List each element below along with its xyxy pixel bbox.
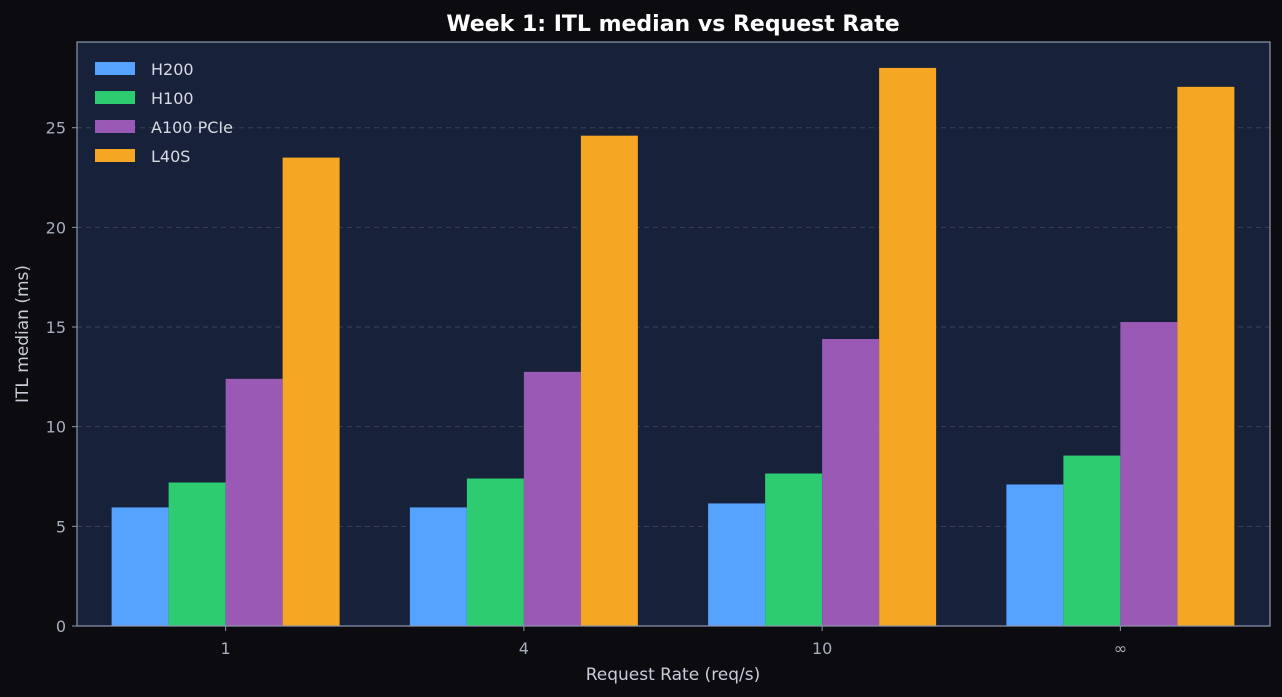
y-tick-label: 10	[46, 418, 66, 437]
x-axis-ticks: 1 4 10 ∞	[221, 626, 1127, 658]
bar-a100-pcie	[1120, 322, 1178, 626]
y-tick-label: 0	[56, 617, 66, 636]
bar-h200	[708, 503, 766, 626]
y-tick-label: 20	[46, 218, 66, 237]
bar-h100	[466, 478, 524, 626]
x-tick-label: 10	[812, 639, 832, 658]
bar-l40s	[879, 67, 937, 627]
legend-swatch	[95, 62, 135, 75]
plot-frame	[76, 41, 1271, 627]
legend: H200 H100 A100 PCIe L40S	[95, 60, 233, 166]
legend-label: L40S	[151, 147, 190, 166]
bar-a100-pcie	[822, 338, 880, 626]
y-tick-label: 25	[46, 119, 66, 138]
x-tick-label: 1	[221, 639, 231, 658]
bar-h100	[168, 482, 226, 626]
x-tick-label: ∞	[1114, 639, 1127, 658]
bar-h200	[409, 507, 467, 626]
y-axis-ticks: 0 5 10 15 20 25	[46, 119, 77, 636]
legend-label: H100	[151, 89, 194, 108]
bar-l40s	[1177, 86, 1235, 626]
legend-swatch	[95, 120, 135, 133]
y-tick-label: 15	[46, 318, 66, 337]
chart-title: Week 1: ITL median vs Request Rate	[446, 12, 899, 37]
legend-label: H200	[151, 60, 194, 79]
bar-a100-pcie	[225, 378, 283, 626]
bar-a100-pcie	[523, 371, 581, 626]
x-tick-label: 4	[519, 639, 529, 658]
bar-l40s	[580, 135, 638, 626]
bars-group	[111, 67, 1235, 627]
legend-label: A100 PCIe	[151, 118, 233, 137]
bar-l40s	[282, 157, 340, 626]
bar-h100	[765, 473, 823, 626]
legend-swatch	[95, 91, 135, 104]
bar-h200	[111, 507, 169, 626]
bar-h200	[1006, 484, 1064, 626]
bar-h100	[1063, 455, 1121, 626]
legend-swatch	[95, 149, 135, 162]
y-tick-label: 5	[56, 517, 66, 536]
y-axis-label: ITL median (ms)	[13, 265, 33, 403]
x-axis-label: Request Rate (req/s)	[586, 665, 761, 685]
